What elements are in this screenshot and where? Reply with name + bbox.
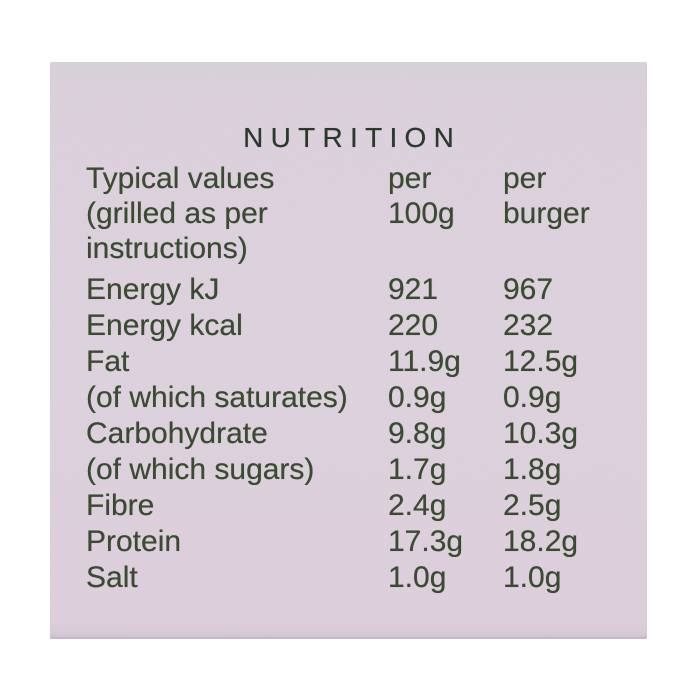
row-per100g-value: 2.4g xyxy=(388,489,447,522)
row-perburger-value: 2.5g xyxy=(503,489,562,522)
row-label: Fibre xyxy=(86,489,155,522)
header-per100g-column: per 100g xyxy=(388,161,503,266)
row-label: (of which saturates) xyxy=(86,381,348,414)
row-perburger-value: 12.5g xyxy=(503,345,579,378)
header-perburger-column: per burger xyxy=(503,161,631,266)
row-fat: Fat 11.9g 12.5g xyxy=(86,344,631,380)
row-perburger-value: 0.9g xyxy=(503,381,562,414)
row-sugars: (of which sugars) 1.7g 1.8g xyxy=(86,452,631,488)
row-label: Salt xyxy=(86,561,138,594)
row-perburger-value: 967 xyxy=(503,273,554,306)
header-label-line1: Typical values xyxy=(86,162,275,195)
row-label: Fat xyxy=(86,345,130,378)
row-per100g-value: 9.8g xyxy=(388,417,447,450)
row-label: Protein xyxy=(86,525,182,558)
header-per100g-line1: per xyxy=(388,162,432,195)
row-label: Carbohydrate xyxy=(86,417,268,450)
row-perburger-value: 1.8g xyxy=(503,453,562,486)
row-energy-kj: Energy kJ 921 967 xyxy=(86,272,631,308)
row-perburger-value: 1.0g xyxy=(503,561,562,594)
header-label-column: Typical values (grilled as per instructi… xyxy=(86,161,388,266)
header-per100g-line2: 100g xyxy=(388,197,455,230)
row-fibre: Fibre 2.4g 2.5g xyxy=(86,488,631,524)
row-salt: Salt 1.0g 1.0g xyxy=(86,560,631,596)
header-perburger-line1: per xyxy=(503,162,547,195)
row-per100g-value: 1.7g xyxy=(388,453,447,486)
row-per100g-value: 0.9g xyxy=(388,381,447,414)
row-perburger-value: 232 xyxy=(503,309,554,342)
row-per100g-value: 921 xyxy=(388,273,439,306)
row-energy-kcal: Energy kcal 220 232 xyxy=(86,308,631,344)
nutrition-label-panel: NUTRITION Typical values (grilled as per… xyxy=(50,62,647,639)
nutrition-title: NUTRITION xyxy=(243,122,462,153)
row-label: Energy kJ xyxy=(86,273,220,306)
row-perburger-value: 18.2g xyxy=(503,525,579,558)
row-protein: Protein 17.3g 18.2g xyxy=(86,524,631,560)
row-per100g-value: 11.9g xyxy=(388,345,461,378)
row-label: Energy kcal xyxy=(86,309,243,342)
row-label: (of which sugars) xyxy=(86,453,315,486)
row-per100g-value: 1.0g xyxy=(388,561,447,594)
row-perburger-value: 10.3g xyxy=(503,417,579,450)
row-per100g-value: 17.3g xyxy=(388,525,464,558)
row-per100g-value: 220 xyxy=(388,309,439,342)
nutrition-table-header: Typical values (grilled as per instructi… xyxy=(86,161,631,266)
header-label-line3: instructions) xyxy=(86,232,248,265)
row-carbohydrate: Carbohydrate 9.8g 10.3g xyxy=(86,416,631,452)
header-label-line2: (grilled as per xyxy=(86,197,268,230)
row-saturates: (of which saturates) 0.9g 0.9g xyxy=(86,380,631,416)
header-perburger-line2: burger xyxy=(503,197,590,230)
nutrition-rows: Energy kJ 921 967 Energy kcal 220 232 Fa… xyxy=(86,272,631,596)
